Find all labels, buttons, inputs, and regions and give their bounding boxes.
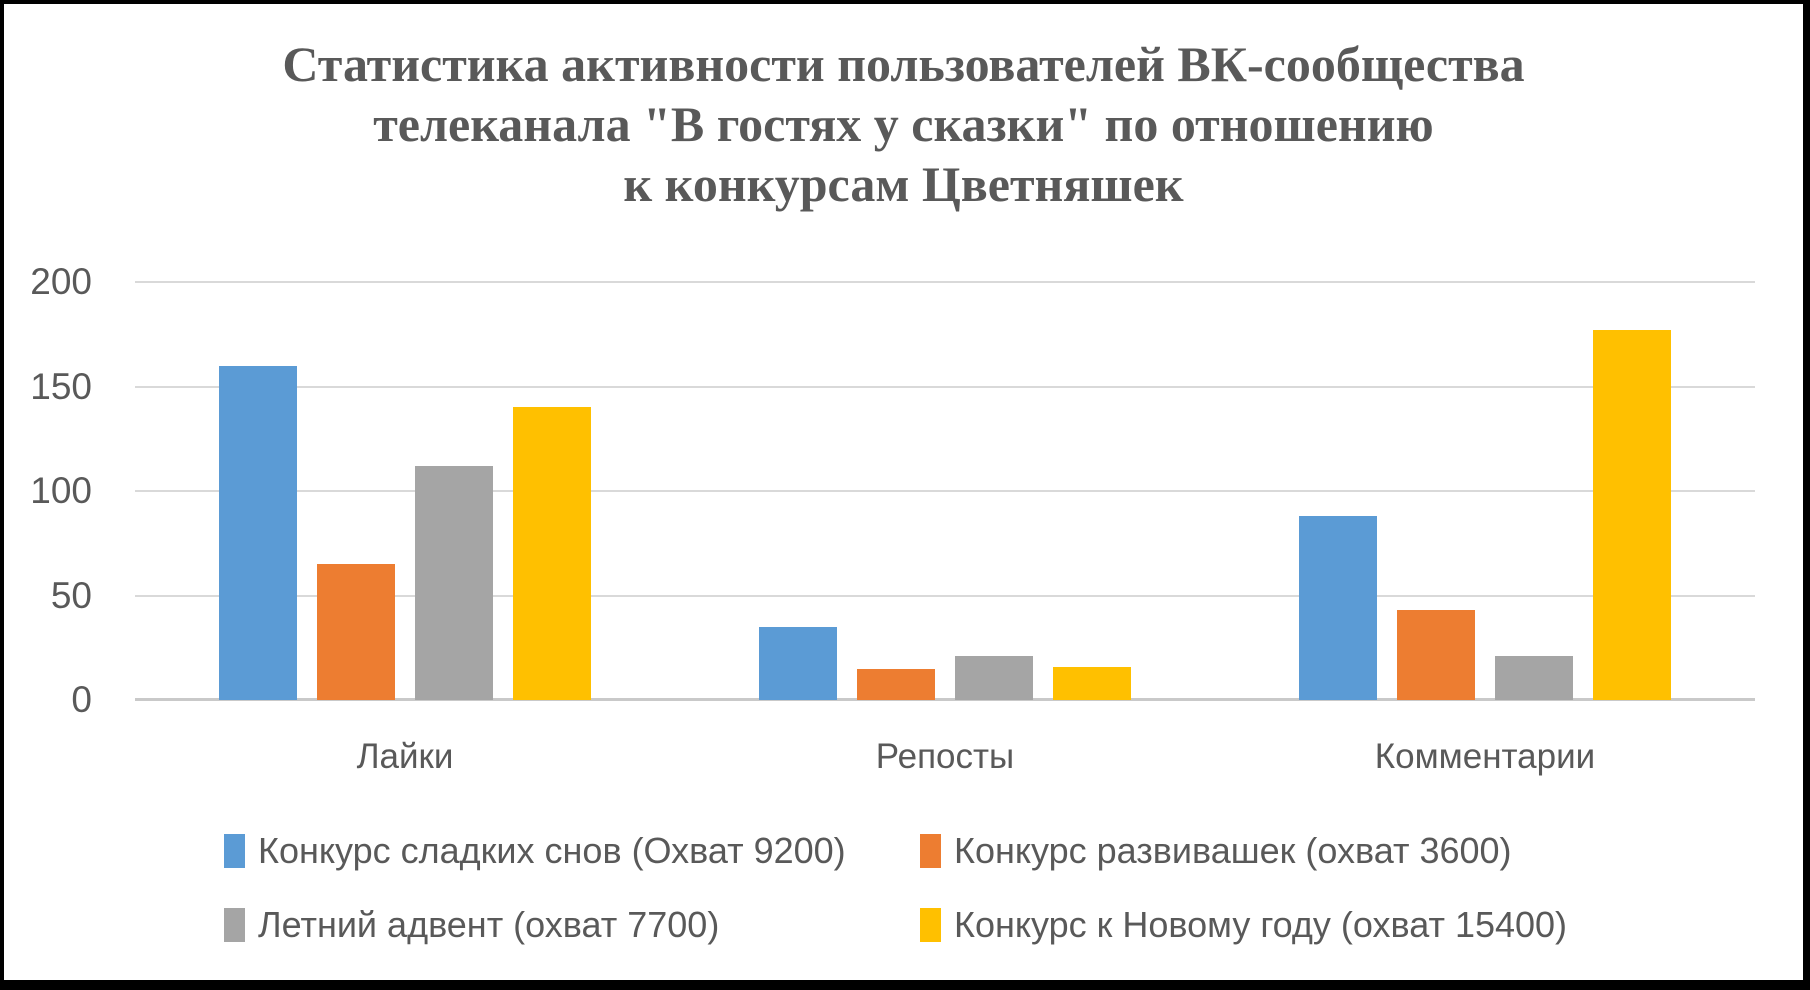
- x-axis-line: [135, 698, 1755, 701]
- category-label-0: Лайки: [356, 737, 454, 776]
- bar-Репосты-series-3: [1053, 666, 1131, 700]
- legend-item-1: Конкурс развивашек (охват 3600): [920, 830, 1567, 872]
- gridline-50: [135, 594, 1755, 597]
- legend-item-2: Летний адвент (охват 7700): [224, 904, 920, 946]
- y-tick-label-200: 200: [30, 261, 92, 302]
- bar-Комментарии-series-1: [1397, 610, 1475, 700]
- gridline-150: [135, 385, 1755, 388]
- legend-swatch-icon: [920, 834, 941, 868]
- legend-label: Летний адвент (охват 7700): [258, 904, 720, 945]
- bar-Репосты-series-0: [759, 626, 837, 700]
- gridline-100: [135, 490, 1755, 492]
- category-label-2: Комментарии: [1374, 737, 1596, 776]
- y-tick-label-0: 0: [71, 679, 92, 720]
- bar-Лайки-series-3: [513, 407, 591, 700]
- legend-label: Конкурс к Новому году (охват 15400): [954, 904, 1568, 945]
- legend-label: Конкурс развивашек (охват 3600): [954, 830, 1512, 871]
- legend-swatch-icon: [224, 834, 245, 868]
- bar-Комментарии-series-0: [1299, 516, 1377, 700]
- chart-title: Статистика активности пользователей ВК-с…: [4, 34, 1803, 214]
- legend-label: Конкурс сладких снов (Охват 9200): [258, 830, 846, 871]
- chart-title-line-3: к конкурсам Цветняшек: [623, 156, 1184, 212]
- bar-Лайки-series-2: [415, 465, 493, 700]
- legend-item-3: Конкурс к Новому году (охват 15400): [920, 904, 1567, 946]
- bar-Лайки-series-0: [219, 365, 297, 700]
- gridline-200: [135, 281, 1755, 283]
- y-tick-label-50: 50: [50, 574, 92, 616]
- bar-Лайки-series-1: [317, 564, 395, 700]
- legend: Конкурс сладких снов (Охват 9200) Конкурс…: [224, 830, 1567, 946]
- category-axis: Лайки Репосты Комментарии: [135, 737, 1755, 783]
- legend-swatch-icon: [224, 908, 245, 942]
- y-tick-label-100: 100: [30, 470, 92, 511]
- bar-Комментарии-series-2: [1495, 656, 1573, 700]
- legend-swatch-icon: [920, 908, 941, 942]
- legend-item-0: Конкурс сладких снов (Охват 9200): [224, 830, 920, 872]
- chart-title-line-2: телеканала "В гостях у сказки" по отноше…: [373, 96, 1434, 152]
- bar-Репосты-series-1: [857, 668, 935, 700]
- category-label-1: Репосты: [875, 737, 1015, 776]
- y-tick-label-150: 150: [30, 365, 92, 407]
- plot-area: [135, 281, 1755, 701]
- chart-title-line-1: Статистика активности пользователей ВК-с…: [282, 36, 1525, 92]
- bar-Репосты-series-2: [955, 656, 1033, 700]
- bar-Комментарии-series-3: [1593, 330, 1671, 700]
